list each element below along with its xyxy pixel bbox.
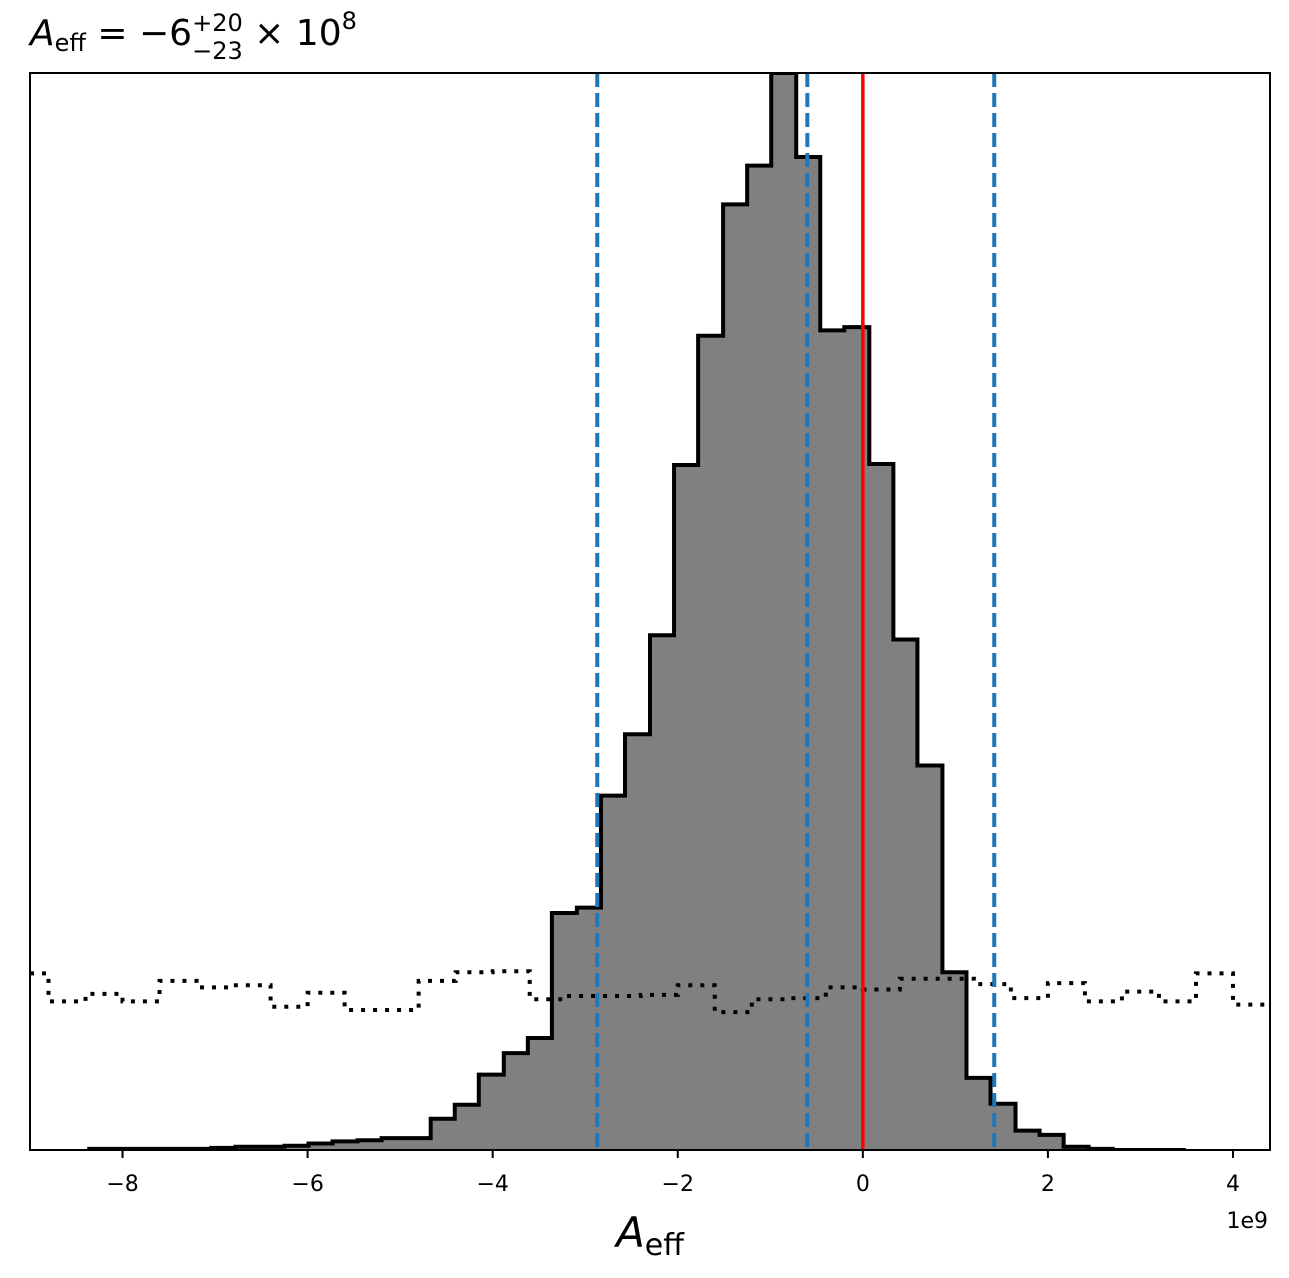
posterior-bar [405,1138,432,1150]
x-offset-label: 1e9 [1226,1209,1268,1234]
posterior-bar [527,1037,553,1150]
posterior-bar [650,635,675,1150]
posterior-bar [698,335,724,1150]
posterior-bar [551,913,578,1150]
posterior-bar [917,765,943,1150]
posterior-bar [844,327,870,1150]
xlabel-sub: eff [645,1228,685,1263]
title-sub: eff [55,29,87,57]
title-exp: 8 [342,7,357,35]
title-sup-unc: +20 [192,9,243,37]
posterior-bar [966,1077,992,1150]
posterior-bar [454,1104,480,1150]
x-tick-label: −4 [476,1172,508,1197]
posterior-bar [1039,1134,1065,1150]
posterior-bar [625,734,651,1150]
posterior-bar [674,465,699,1150]
title-sub-unc: −23 [192,37,243,65]
posterior-bar [771,73,797,1150]
posterior-bar [308,1143,334,1150]
posterior-bar [869,463,894,1150]
posterior-bar [357,1140,383,1150]
posterior-bar [478,1074,505,1150]
posterior-bars [89,73,1114,1150]
xlabel-base: A [613,1208,645,1257]
x-tick-label: 2 [1041,1172,1055,1197]
chart-title: Aeff = −6+20 −23 × 108 [28,7,357,65]
prior-outline [30,969,1270,1015]
posterior-bar [503,1053,529,1150]
title-times: × 10 [243,13,342,54]
posterior-bar [332,1141,359,1150]
posterior-bar [381,1138,407,1150]
axes-frame [29,72,1271,1151]
posterior-bar [723,204,748,1150]
posterior-bar [942,972,967,1150]
x-axis-label: Aeff [613,1208,685,1263]
title-rest: = −6 [86,13,192,54]
posterior-bar [820,330,845,1150]
posterior-bar [284,1145,310,1150]
title-base: A [28,13,55,54]
x-tick-label: −6 [291,1172,323,1197]
x-axis-ticks: −8 −6 −4 −2 0 2 4 [106,1150,1240,1197]
posterior-bar [576,907,602,1150]
posterior-bar [430,1118,456,1150]
x-tick-label: −8 [106,1172,138,1197]
x-tick-label: −2 [662,1172,694,1197]
x-tick-label: 4 [1226,1172,1240,1197]
posterior-bar [600,795,626,1150]
posterior-bar [893,639,918,1150]
posterior-outline [87,73,1186,1150]
x-tick-label: 0 [856,1172,870,1197]
posterior-bar [1015,1130,1041,1150]
plot-area [30,73,1270,1150]
posterior-bar [747,165,772,1150]
